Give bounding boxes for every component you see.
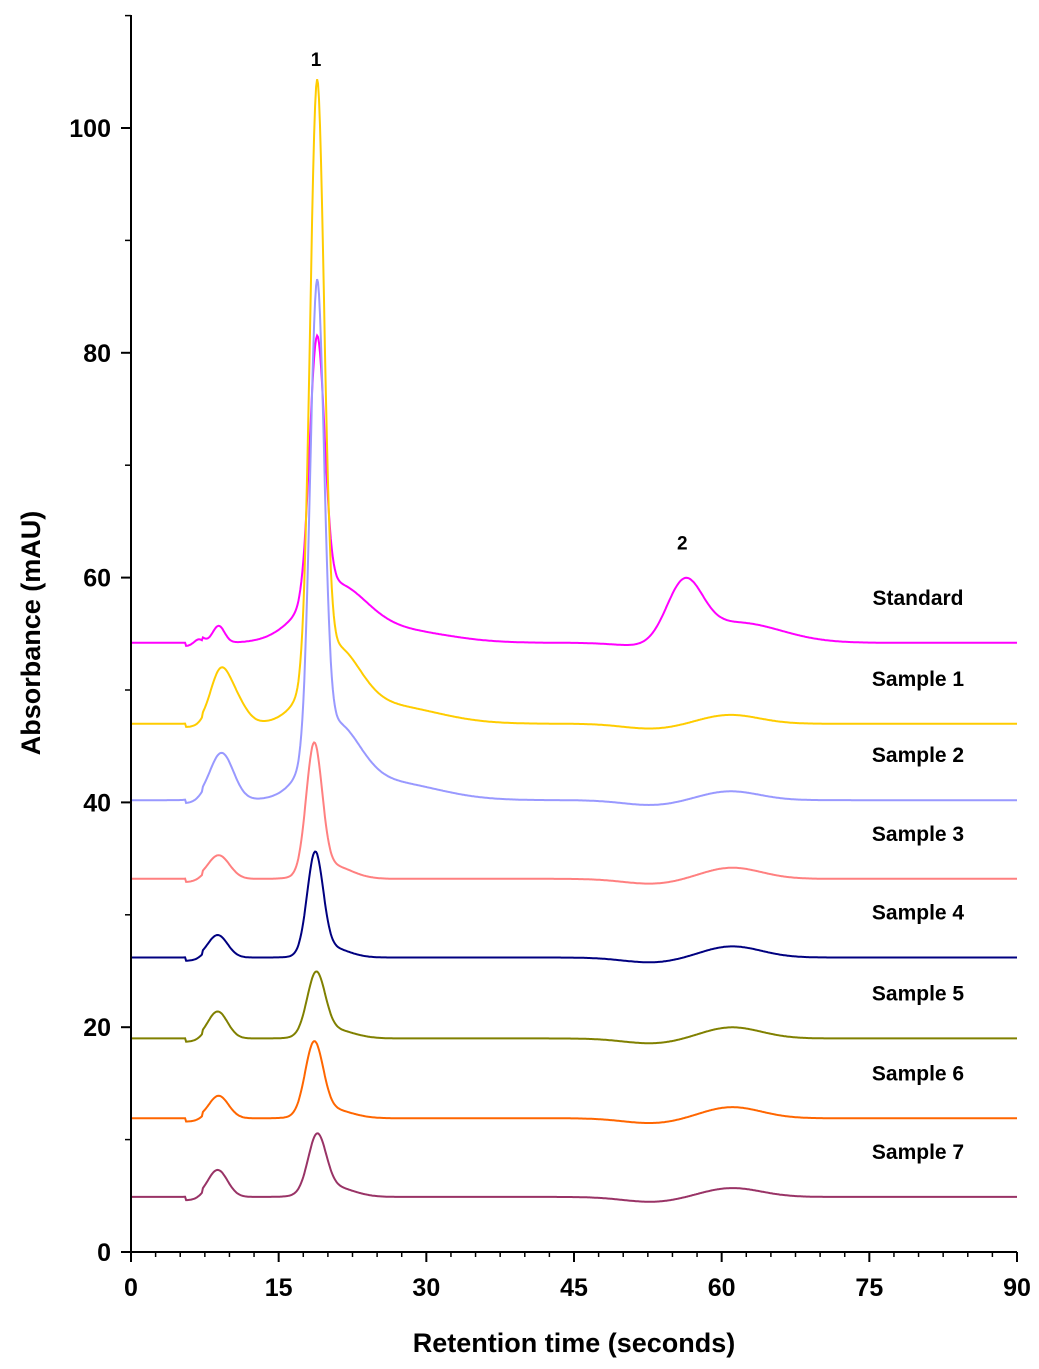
y-tick-label: 100 (69, 115, 111, 143)
ticks-layer: 0 15 30 45 60 75 90 0 20 40 60 80 100 (69, 14, 1031, 1302)
y-tick-label: 80 (83, 340, 111, 368)
peak-labels-layer: 12 (311, 50, 688, 554)
x-axis-title: Retention time (seconds) (413, 1328, 736, 1358)
series-label: Standard (872, 587, 963, 610)
series-line-sample-1 (131, 78, 1017, 730)
series-label: Sample 2 (872, 744, 964, 767)
series-line-sample-2 (131, 278, 1017, 807)
y-tick-label: 20 (83, 1014, 111, 1042)
series-labels-layer: Standard Sample 1 Sample 2 Sample 3 Sample 4… (872, 587, 965, 1164)
peak-label: 1 (311, 50, 322, 71)
series-line-sample-4 (131, 850, 1017, 964)
x-tick-label: 0 (124, 1274, 138, 1302)
series-line-sample-5 (131, 970, 1017, 1045)
x-tick-label: 30 (412, 1274, 440, 1302)
x-tick-label: 75 (855, 1274, 883, 1302)
series-line-sample-3 (131, 741, 1017, 885)
series-label: Sample 5 (872, 982, 965, 1005)
series-label: Sample 6 (872, 1062, 964, 1085)
series-line-sample-7 (131, 1132, 1017, 1203)
labels-layer: Retention time (seconds) Absorbance (mAU… (16, 511, 735, 1358)
series-label: Sample 1 (872, 668, 965, 691)
y-axis-title: Absorbance (mAU) (16, 511, 46, 756)
y-tick-label: 0 (97, 1239, 111, 1267)
series-label: Sample 4 (872, 902, 965, 925)
peak-label: 2 (677, 534, 688, 555)
y-tick-label: 60 (83, 565, 111, 593)
x-tick-label: 15 (265, 1274, 293, 1302)
y-tick-label: 40 (83, 789, 111, 817)
x-tick-label: 90 (1003, 1274, 1031, 1302)
x-tick-label: 60 (708, 1274, 736, 1302)
series-line-sample-6 (131, 1040, 1017, 1124)
series-label: Sample 3 (872, 823, 964, 846)
series-layer (131, 78, 1017, 1203)
x-tick-label: 45 (560, 1274, 588, 1302)
series-line-standard (131, 333, 1017, 647)
series-label: Sample 7 (872, 1141, 964, 1164)
